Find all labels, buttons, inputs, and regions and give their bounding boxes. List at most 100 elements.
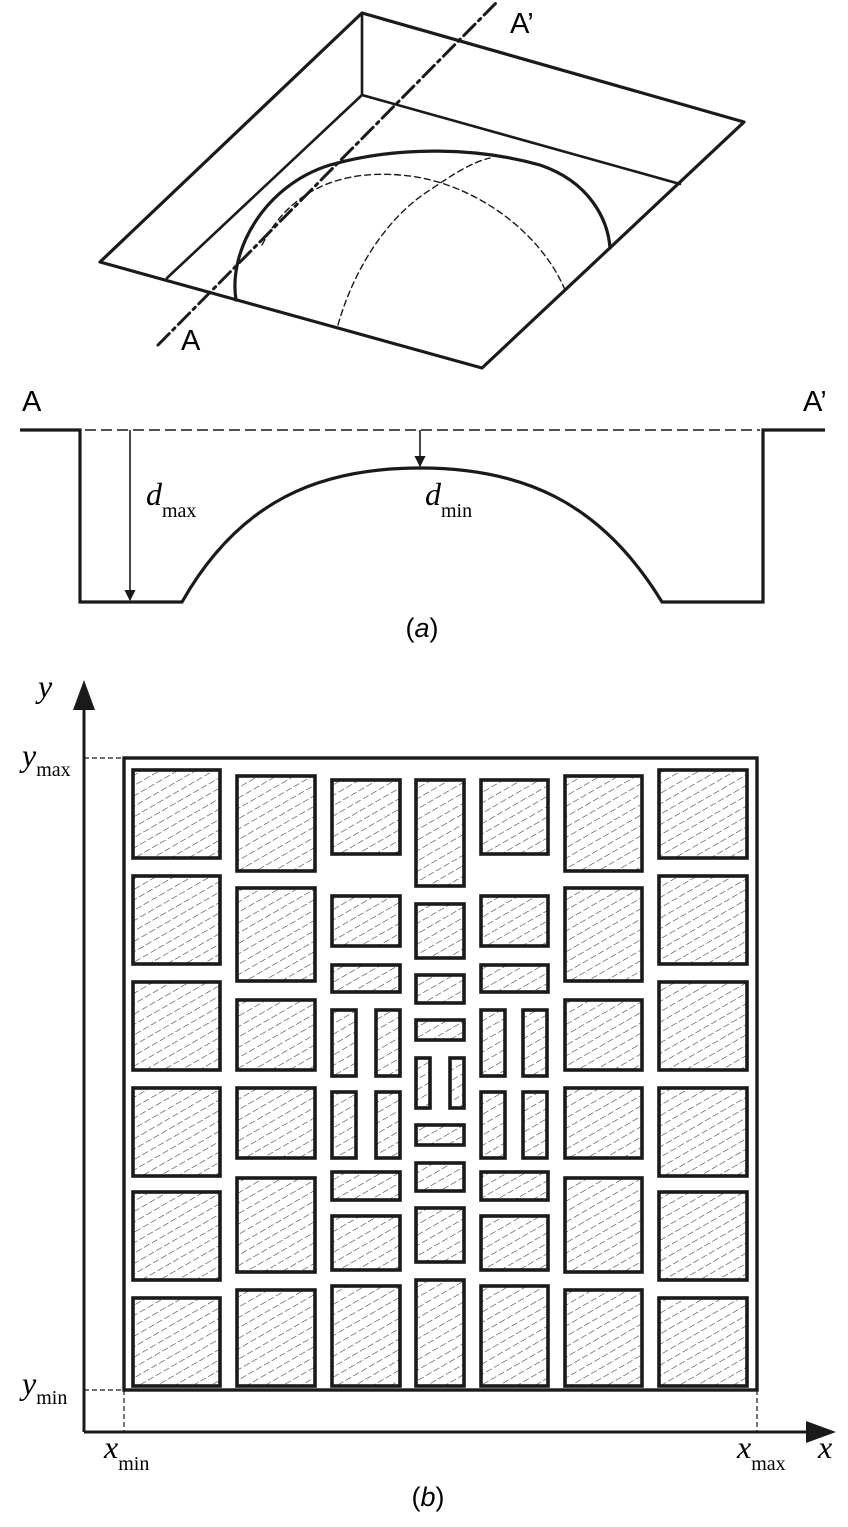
hatched-block-7 [235, 774, 317, 873]
hatched-block-21 [330, 1214, 402, 1272]
section-start-label: A [181, 325, 201, 357]
dmax-label: dmax [146, 476, 196, 522]
dmax-sub: max [162, 500, 196, 522]
caption-b-letter: b [420, 1482, 435, 1512]
hatched-block-32 [414, 1278, 466, 1388]
hatched-block-27 [414, 1056, 432, 1110]
dome-hidden-curve-2 [337, 157, 491, 326]
y-axis-arrowhead [73, 680, 95, 710]
x-axis-arrowhead [806, 1421, 836, 1443]
hatched-block-43 [563, 774, 644, 873]
hatched-block-20 [330, 1170, 402, 1202]
hatched-block-45 [563, 998, 644, 1072]
hatched-block-9 [235, 998, 317, 1072]
ymin-sub: min [36, 1387, 67, 1409]
axes [73, 680, 836, 1443]
hatched-block-53 [657, 1190, 749, 1282]
xmin-var: x [103, 1429, 118, 1465]
hatched-block-48 [563, 1288, 644, 1388]
cross-section-start-label: A [22, 386, 42, 418]
hatched-block-36 [479, 1008, 507, 1078]
hatched-block-3 [131, 980, 222, 1072]
dome-outline [233, 149, 612, 302]
hatched-block-38 [479, 1090, 507, 1160]
ymin-label: ymin [19, 1365, 67, 1409]
hatched-block-19 [374, 1090, 402, 1160]
cross-section-end-label: A’ [803, 386, 827, 418]
hatched-block-42 [479, 1284, 550, 1388]
caption-b-open: ( [411, 1482, 420, 1512]
perspective-view [98, 0, 746, 370]
hatched-block-40 [479, 1170, 550, 1202]
caption-a: (a) [405, 613, 438, 643]
hatched-block-25 [414, 973, 466, 1005]
hatched-block-8 [235, 886, 317, 983]
hatched-block-6 [131, 1296, 222, 1388]
recess-back-edge-top [360, 93, 682, 186]
hatched-block-15 [330, 963, 402, 994]
hatched-block-39 [521, 1090, 549, 1160]
hatched-block-18 [330, 1090, 358, 1160]
hatched-block-16 [330, 1008, 358, 1078]
hatched-block-1 [131, 768, 222, 860]
dmin-var: d [425, 476, 442, 512]
pattern-blocks [131, 768, 749, 1388]
caption-a-open: ( [405, 613, 414, 643]
hatched-block-33 [479, 778, 550, 856]
caption-b-close: ) [436, 1482, 445, 1512]
hatched-block-28 [448, 1056, 466, 1110]
xmin-label: xmin [103, 1429, 149, 1475]
hatched-block-51 [657, 980, 749, 1072]
hatched-block-23 [414, 778, 466, 888]
outer-rim [98, 11, 746, 370]
section-line [156, 0, 499, 347]
hatched-block-50 [657, 874, 749, 966]
ymax-label: ymax [19, 737, 71, 781]
y-axis-label: y [35, 668, 53, 704]
hatched-block-10 [235, 1086, 317, 1160]
hatched-block-17 [374, 1008, 402, 1078]
dome-hidden-curve-1 [261, 173, 566, 291]
ymax-var: y [19, 737, 37, 773]
hatched-block-12 [235, 1288, 317, 1388]
hatched-block-37 [521, 1008, 549, 1078]
caption-a-letter: a [414, 613, 429, 643]
hatched-block-24 [414, 902, 466, 960]
hatched-block-46 [563, 1086, 644, 1160]
hatched-block-34 [479, 894, 550, 948]
hatched-block-30 [414, 1161, 466, 1193]
dmin-sub: min [441, 500, 472, 522]
hatched-block-35 [479, 963, 550, 994]
ymax-sub: max [36, 759, 70, 781]
hatched-block-14 [330, 894, 402, 948]
hatched-block-2 [131, 874, 222, 966]
ymin-var: y [19, 1365, 37, 1401]
hatched-block-47 [563, 1176, 644, 1274]
hatched-block-13 [330, 778, 402, 856]
boundary-box [122, 756, 759, 1392]
section-profile [20, 428, 825, 604]
hatched-block-52 [657, 1086, 749, 1178]
hatched-block-41 [479, 1214, 550, 1272]
dmin-label: dmin [425, 476, 472, 522]
hatched-block-22 [330, 1284, 402, 1388]
recess-back-edge-side [165, 93, 364, 280]
section-end-label: A’ [510, 8, 534, 40]
hatched-block-26 [414, 1018, 466, 1042]
hatched-block-49 [657, 768, 749, 860]
hatched-block-44 [563, 886, 644, 983]
caption-a-close: ) [430, 613, 439, 643]
hatched-block-29 [414, 1123, 466, 1147]
caption-b: (b) [411, 1482, 444, 1512]
dmax-var: d [146, 476, 163, 512]
cross-section [20, 428, 825, 604]
hatched-block-54 [657, 1296, 749, 1388]
x-axis-label: x [817, 1429, 832, 1465]
xmax-var: x [736, 1429, 751, 1465]
hatched-block-5 [131, 1190, 222, 1282]
xmin-sub: min [118, 1453, 149, 1475]
xmax-label: xmax [736, 1429, 786, 1475]
hatched-block-4 [131, 1086, 222, 1178]
xmax-sub: max [751, 1453, 785, 1475]
